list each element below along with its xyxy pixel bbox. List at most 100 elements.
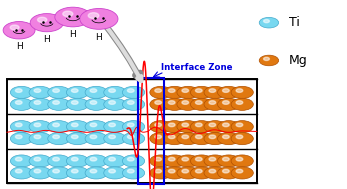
- Circle shape: [85, 167, 107, 179]
- Circle shape: [109, 169, 116, 173]
- Circle shape: [168, 157, 175, 161]
- Circle shape: [15, 101, 22, 104]
- Circle shape: [195, 123, 202, 127]
- Circle shape: [90, 89, 97, 92]
- Circle shape: [182, 135, 188, 139]
- Circle shape: [218, 98, 240, 110]
- Circle shape: [264, 57, 269, 60]
- Circle shape: [231, 98, 253, 110]
- Circle shape: [34, 135, 41, 139]
- Circle shape: [34, 157, 41, 161]
- Circle shape: [127, 101, 134, 104]
- Circle shape: [48, 155, 70, 167]
- Circle shape: [231, 133, 253, 145]
- Circle shape: [85, 155, 107, 167]
- Circle shape: [53, 157, 59, 161]
- Circle shape: [37, 17, 47, 22]
- Text: H: H: [43, 35, 50, 44]
- Circle shape: [10, 133, 33, 145]
- Circle shape: [150, 86, 172, 98]
- Circle shape: [222, 89, 229, 92]
- Circle shape: [163, 121, 186, 133]
- Circle shape: [34, 169, 41, 173]
- Circle shape: [222, 101, 229, 104]
- Circle shape: [29, 86, 51, 98]
- Circle shape: [3, 22, 35, 39]
- Circle shape: [218, 86, 240, 98]
- Circle shape: [236, 157, 243, 161]
- Circle shape: [66, 167, 88, 179]
- Text: H: H: [95, 33, 102, 42]
- Circle shape: [10, 86, 33, 98]
- Circle shape: [90, 101, 97, 104]
- Bar: [7, 79, 257, 183]
- Circle shape: [155, 101, 161, 104]
- Circle shape: [109, 135, 116, 139]
- Circle shape: [63, 11, 73, 17]
- Circle shape: [127, 89, 134, 92]
- Circle shape: [48, 133, 70, 145]
- Circle shape: [182, 89, 188, 92]
- Circle shape: [218, 133, 240, 145]
- Circle shape: [168, 169, 175, 173]
- Circle shape: [204, 121, 226, 133]
- Circle shape: [71, 101, 78, 104]
- Circle shape: [34, 89, 41, 92]
- Circle shape: [204, 167, 226, 179]
- Circle shape: [177, 121, 199, 133]
- Circle shape: [15, 89, 22, 92]
- Text: Interface Zone: Interface Zone: [161, 63, 232, 72]
- Circle shape: [29, 167, 51, 179]
- Circle shape: [155, 169, 161, 173]
- Circle shape: [66, 98, 88, 110]
- Circle shape: [30, 14, 64, 32]
- Circle shape: [191, 167, 213, 179]
- Circle shape: [15, 157, 22, 161]
- Circle shape: [155, 89, 161, 92]
- Circle shape: [150, 121, 172, 133]
- Circle shape: [53, 101, 59, 104]
- Circle shape: [163, 86, 186, 98]
- Circle shape: [150, 167, 172, 179]
- Circle shape: [66, 133, 88, 145]
- Text: Mg: Mg: [289, 54, 308, 67]
- Circle shape: [53, 169, 59, 173]
- Circle shape: [48, 121, 70, 133]
- Circle shape: [90, 169, 97, 173]
- Circle shape: [90, 135, 97, 139]
- Circle shape: [204, 86, 226, 98]
- Circle shape: [231, 155, 253, 167]
- Circle shape: [104, 155, 126, 167]
- Circle shape: [204, 98, 226, 110]
- Circle shape: [222, 157, 229, 161]
- Circle shape: [236, 135, 243, 139]
- Circle shape: [209, 135, 216, 139]
- Circle shape: [236, 123, 243, 127]
- Circle shape: [182, 157, 188, 161]
- Circle shape: [204, 155, 226, 167]
- Circle shape: [71, 157, 78, 161]
- Circle shape: [71, 123, 78, 127]
- Circle shape: [34, 101, 41, 104]
- Circle shape: [236, 89, 243, 92]
- Circle shape: [34, 123, 41, 127]
- Circle shape: [168, 101, 175, 104]
- Circle shape: [195, 169, 202, 173]
- Text: H: H: [69, 30, 76, 39]
- Circle shape: [55, 7, 91, 27]
- Circle shape: [48, 98, 70, 110]
- Circle shape: [195, 157, 202, 161]
- Circle shape: [122, 133, 145, 145]
- Text: Ti: Ti: [289, 16, 300, 29]
- Circle shape: [10, 121, 33, 133]
- Circle shape: [71, 169, 78, 173]
- Circle shape: [168, 123, 175, 127]
- Circle shape: [218, 155, 240, 167]
- Circle shape: [29, 121, 51, 133]
- Circle shape: [48, 86, 70, 98]
- Circle shape: [191, 98, 213, 110]
- Circle shape: [122, 121, 145, 133]
- Circle shape: [163, 155, 186, 167]
- Circle shape: [85, 133, 107, 145]
- Circle shape: [90, 157, 97, 161]
